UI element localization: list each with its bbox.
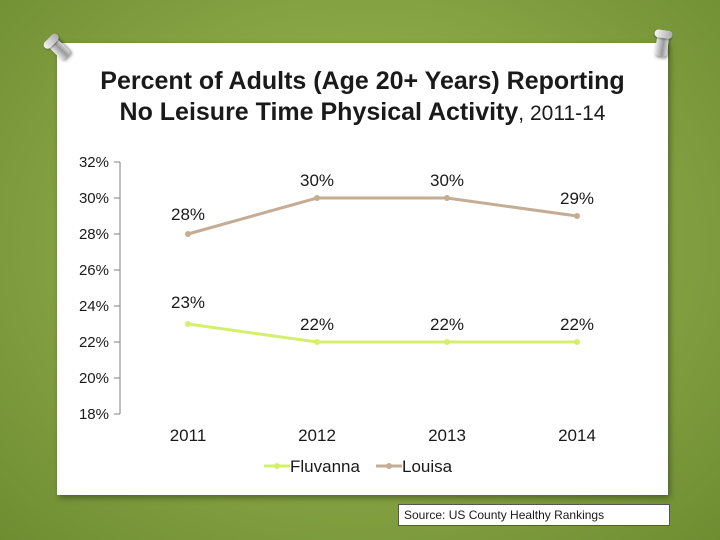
title-years: , 2011-14	[518, 102, 606, 125]
data-point-louisa	[574, 213, 580, 219]
data-label-fluvanna: 22%	[300, 315, 334, 334]
data-label-louisa: 30%	[300, 171, 334, 190]
data-point-fluvanna	[314, 339, 320, 345]
data-label-fluvanna: 23%	[171, 293, 205, 312]
data-label-fluvanna: 22%	[430, 315, 464, 334]
legend-label-louisa: Louisa	[402, 457, 453, 476]
data-point-louisa	[314, 195, 320, 201]
title-line-1: Percent of Adults (Age 20+ Years) Report…	[100, 67, 625, 95]
legend-label-fluvanna: Fluvanna	[290, 457, 360, 476]
data-label-louisa: 28%	[171, 205, 205, 224]
series-line-fluvanna	[187, 322, 577, 344]
chart-title: Percent of Adults (Age 20+ Years) Report…	[57, 66, 668, 129]
x-tick-label: 2012	[298, 426, 336, 445]
data-point-fluvanna	[444, 339, 450, 345]
legend-marker-louisa	[386, 463, 392, 469]
y-tick-label: 30%	[79, 190, 109, 207]
data-point-fluvanna	[185, 321, 191, 327]
data-label-louisa: 30%	[430, 171, 464, 190]
data-point-louisa	[185, 231, 191, 237]
series-line-louisa	[187, 196, 578, 236]
y-tick-label: 18%	[79, 406, 109, 423]
data-label-louisa: 29%	[560, 189, 594, 208]
data-point-louisa	[444, 195, 450, 201]
title-line-2: No Leisure Time Physical Activity	[119, 98, 519, 126]
data-point-fluvanna	[574, 339, 580, 345]
slide-card	[57, 43, 668, 495]
y-tick-label: 24%	[79, 298, 109, 315]
x-tick-label: 2013	[428, 426, 466, 445]
y-tick-label: 22%	[79, 334, 109, 351]
y-tick-label: 28%	[79, 226, 109, 243]
x-tick-label: 2011	[170, 426, 207, 445]
y-tick-label: 20%	[79, 370, 109, 387]
y-tick-label: 26%	[79, 262, 109, 279]
x-tick-label: 2014	[558, 426, 596, 445]
legend-marker-fluvanna	[274, 463, 280, 469]
y-tick-label: 32%	[79, 154, 109, 171]
source-note: Source: US County Healthy Rankings	[398, 504, 670, 526]
data-label-fluvanna: 22%	[560, 315, 594, 334]
